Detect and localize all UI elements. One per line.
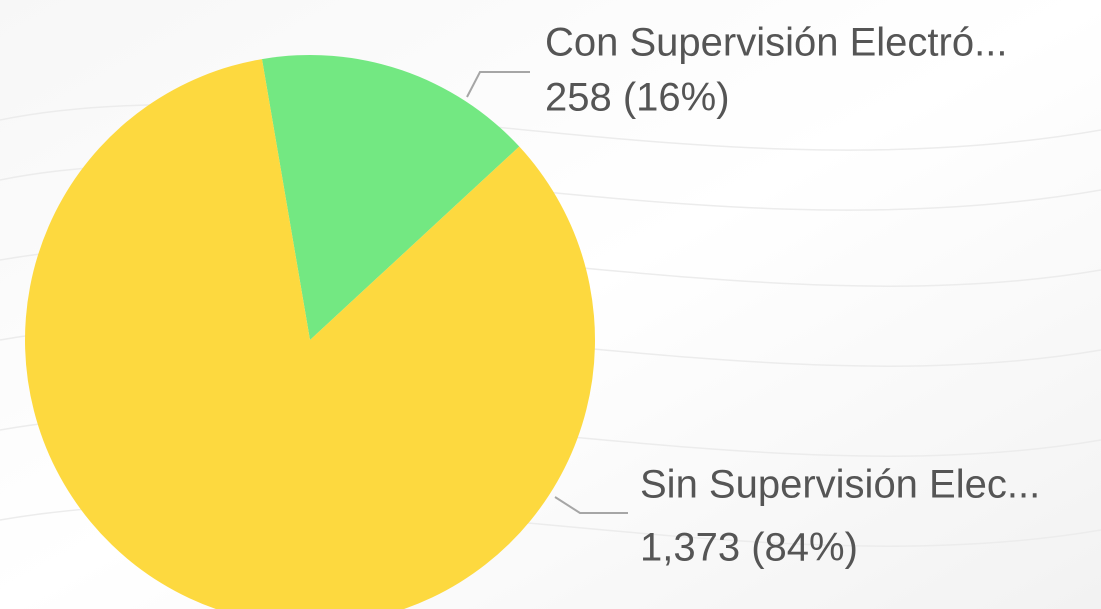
pie-slice	[25, 59, 595, 609]
value-label: 1,373 (84%)	[640, 526, 858, 570]
category-label: Con Supervisión Electró...	[545, 21, 1007, 65]
labels: Con Supervisión Electró... 258 (16%) Sin S…	[466, 21, 1040, 570]
category-label: Sin Supervisión Elec...	[640, 463, 1040, 507]
leader-line	[466, 71, 530, 98]
pie-slice	[261, 55, 520, 341]
pie	[25, 55, 595, 609]
value-label: 258 (16%)	[545, 76, 730, 120]
leader-line	[554, 496, 628, 514]
